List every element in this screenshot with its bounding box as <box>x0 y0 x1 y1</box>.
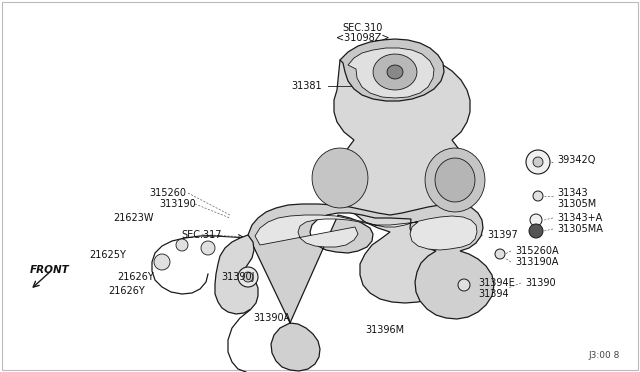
Polygon shape <box>334 52 472 303</box>
Text: 31396M: 31396M <box>365 325 404 335</box>
Polygon shape <box>248 204 494 371</box>
Text: 31390J: 31390J <box>221 272 255 282</box>
Text: 31394: 31394 <box>478 289 509 299</box>
Circle shape <box>495 249 505 259</box>
Text: FRONT: FRONT <box>30 265 70 275</box>
Polygon shape <box>215 235 258 314</box>
Circle shape <box>154 254 170 270</box>
Polygon shape <box>340 39 444 101</box>
Text: <31098Z>: <31098Z> <box>336 33 390 43</box>
Circle shape <box>238 267 258 287</box>
Text: 31343: 31343 <box>557 188 588 198</box>
Circle shape <box>529 224 543 238</box>
Polygon shape <box>348 48 434 98</box>
Text: 31381: 31381 <box>291 81 322 91</box>
Circle shape <box>533 191 543 201</box>
Polygon shape <box>312 148 368 208</box>
Text: 21626Y: 21626Y <box>109 286 145 296</box>
Text: 315260A: 315260A <box>515 246 559 256</box>
Text: 21626Y: 21626Y <box>118 272 154 282</box>
Text: SEC.317: SEC.317 <box>182 230 222 240</box>
Circle shape <box>243 272 253 282</box>
Polygon shape <box>435 158 475 202</box>
Text: 39342Q: 39342Q <box>557 155 595 165</box>
Circle shape <box>530 214 542 226</box>
Circle shape <box>533 157 543 167</box>
Text: 315260: 315260 <box>150 188 186 198</box>
Text: 31343+A: 31343+A <box>557 213 602 223</box>
Text: SEC.310: SEC.310 <box>343 23 383 33</box>
Circle shape <box>201 241 215 255</box>
Text: 313190A: 313190A <box>515 257 558 267</box>
Circle shape <box>176 239 188 251</box>
Circle shape <box>458 279 470 291</box>
Text: 31390: 31390 <box>525 278 556 288</box>
Polygon shape <box>387 65 403 79</box>
Text: 31305M: 31305M <box>557 199 596 209</box>
Circle shape <box>526 150 550 174</box>
Text: 21623W: 21623W <box>113 213 153 223</box>
Text: 21625Y: 21625Y <box>90 250 127 260</box>
Text: J3:00 8: J3:00 8 <box>589 352 620 360</box>
Polygon shape <box>255 215 477 250</box>
Polygon shape <box>373 54 417 90</box>
Polygon shape <box>425 148 485 212</box>
Text: 31390A: 31390A <box>253 313 291 323</box>
Text: 313190: 313190 <box>159 199 196 209</box>
Text: 31397: 31397 <box>487 230 518 240</box>
Text: 31305MA: 31305MA <box>557 224 603 234</box>
Text: 31394E: 31394E <box>478 278 515 288</box>
